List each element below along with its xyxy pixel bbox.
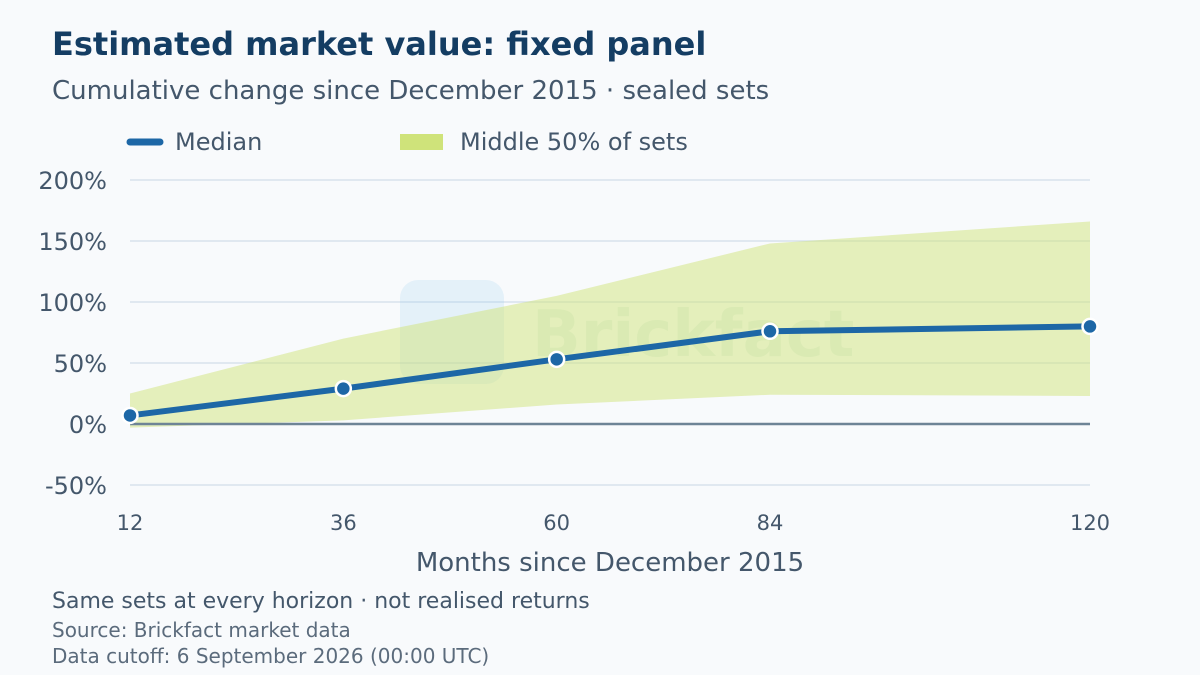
footer-note: Same sets at every horizon · not realise…: [52, 589, 590, 614]
x-tick-label: 120: [1070, 511, 1110, 535]
x-axis-ticks: 12 36 60 84 120: [117, 511, 1110, 535]
x-tick-label: 84: [757, 511, 784, 535]
y-tick-label: 150%: [38, 228, 107, 256]
x-axis-label: Months since December 2015: [416, 548, 804, 578]
y-axis-ticks: -50% 0% 50% 100% 150% 200%: [38, 167, 107, 500]
median-point: [1081, 317, 1099, 336]
footer-source: Source: Brickfact market data: [52, 618, 351, 642]
x-tick-label: 36: [330, 511, 357, 535]
y-tick-label: 100%: [38, 289, 107, 317]
chart-subtitle: Cumulative change since December 2015 · …: [52, 76, 769, 106]
median-point: [761, 322, 779, 341]
median-point: [334, 379, 353, 398]
x-tick-label: 12: [117, 511, 144, 535]
chart-title: Estimated market value: fixed panel: [52, 25, 706, 63]
x-tick-label: 60: [543, 511, 570, 535]
middle-50-band: [130, 221, 1090, 428]
footer-cutoff: Data cutoff: 6 September 2026 (00:00 UTC…: [52, 644, 489, 668]
legend: Median Middle 50% of sets: [126, 128, 688, 156]
median-point: [547, 350, 566, 369]
y-tick-label: 200%: [38, 167, 107, 195]
legend-median-label: Median: [175, 128, 262, 156]
y-tick-label: 50%: [54, 350, 107, 378]
median-markers: [121, 317, 1099, 425]
legend-band-swatch: [400, 134, 443, 150]
y-tick-label: -50%: [45, 472, 107, 500]
median-point: [121, 406, 139, 425]
legend-band-label: Middle 50% of sets: [460, 128, 688, 156]
y-tick-label: 0%: [69, 411, 107, 439]
